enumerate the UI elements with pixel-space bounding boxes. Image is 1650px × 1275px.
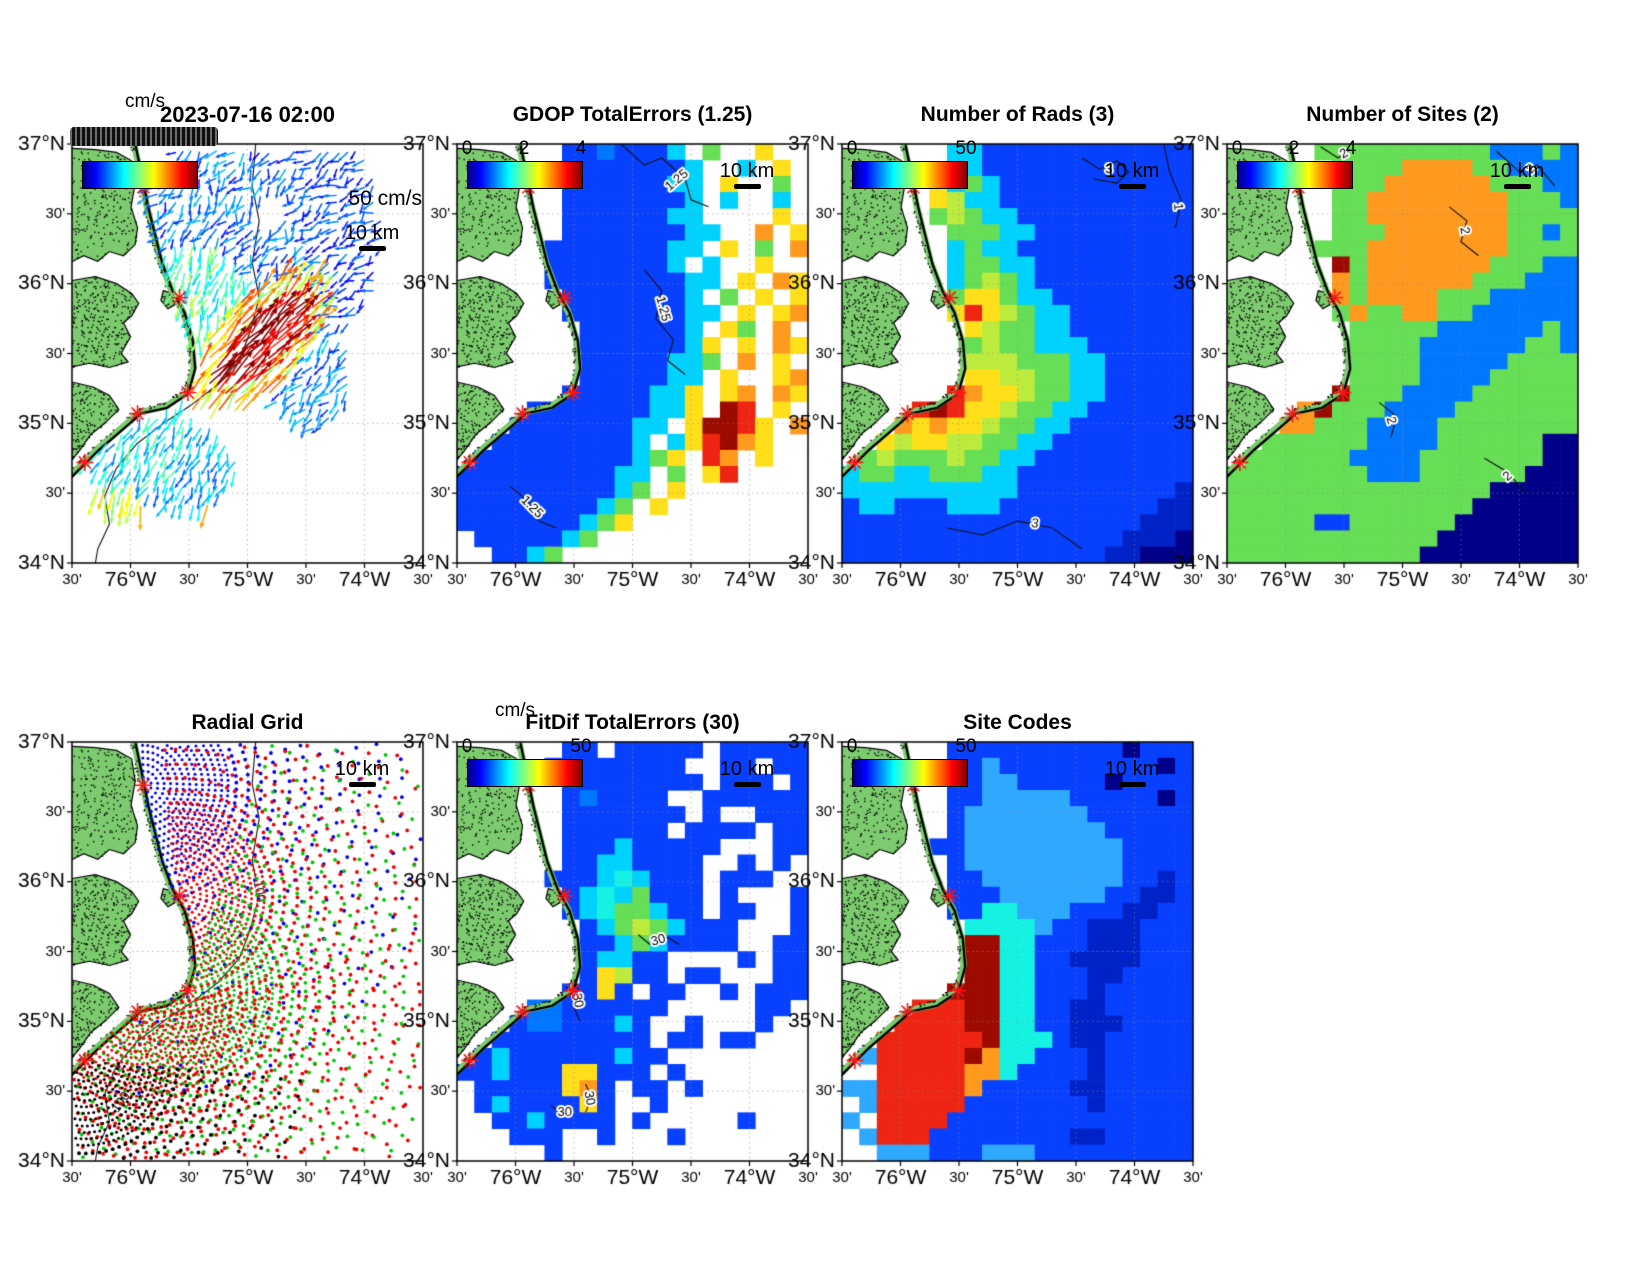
- gdop-scalebar: [734, 184, 761, 189]
- fitdif-scalebar-label: 10 km: [719, 758, 775, 780]
- sitecodes-cb-tick-1: 50: [955, 736, 977, 757]
- currents-units-label: cm/s: [124, 91, 166, 112]
- fitdif-units-label: cm/s: [494, 700, 536, 721]
- numsites-cb-tick-0: 0: [1231, 138, 1243, 159]
- fitdif-colorbar: [467, 759, 583, 787]
- numrads-scalebar: [1119, 184, 1146, 189]
- numsites-scalebar-label: 10 km: [1489, 160, 1545, 182]
- radialgrid-scalebar: [349, 782, 376, 787]
- sitecodes-cb-tick-0: 0: [846, 736, 858, 757]
- gdop-colorbar: [467, 161, 583, 189]
- vector-scale-label: 50 cm/s: [348, 187, 422, 210]
- currents-colorbar: [82, 161, 198, 189]
- sitecodes-colorbar: [852, 759, 968, 787]
- currents-panel-title: 2023-07-16 02:00: [160, 102, 335, 127]
- gdop-cb-tick-1: 2: [518, 138, 530, 159]
- sitecodes-scalebar-label: 10 km: [1104, 758, 1160, 780]
- gdop-panel-title: GDOP TotalErrors (1.25): [512, 103, 753, 126]
- currents-scalebar: [359, 246, 386, 251]
- fitdif-cb-tick-0: 0: [461, 736, 473, 757]
- fitdif-cb-tick-1: 50: [570, 736, 592, 757]
- numrads-cb-tick-0: 0: [846, 138, 858, 159]
- radialgrid-scalebar-label: 10 km: [334, 758, 390, 780]
- numrads-scalebar-label: 10 km: [1104, 160, 1160, 182]
- numrads-colorbar: [852, 161, 968, 189]
- gdop-scalebar-label: 10 km: [719, 160, 775, 182]
- gdop-cb-tick-0: 0: [461, 138, 473, 159]
- numrads-panel-title: Number of Rads (3): [920, 103, 1115, 126]
- numsites-panel-title: Number of Sites (2): [1306, 103, 1499, 126]
- fitdif-panel-title: FitDif TotalErrors (30): [525, 711, 740, 734]
- numsites-cb-tick-1: 2: [1288, 138, 1300, 159]
- numrads-cb-tick-1: 50: [955, 138, 977, 159]
- numsites-scalebar: [1504, 184, 1531, 189]
- numsites-colorbar: [1237, 161, 1353, 189]
- radialgrid-panel-title: Radial Grid: [191, 711, 304, 734]
- gdop-cb-tick-2: 4: [575, 138, 587, 159]
- numsites-cb-tick-2: 4: [1345, 138, 1357, 159]
- currents-scalebar-label: 10 km: [344, 222, 400, 244]
- sitecodes-panel-title: Site Codes: [963, 711, 1072, 734]
- overlapping-sitecode-text-blob: [70, 127, 218, 146]
- sitecodes-scalebar: [1119, 782, 1146, 787]
- fitdif-scalebar: [734, 782, 761, 787]
